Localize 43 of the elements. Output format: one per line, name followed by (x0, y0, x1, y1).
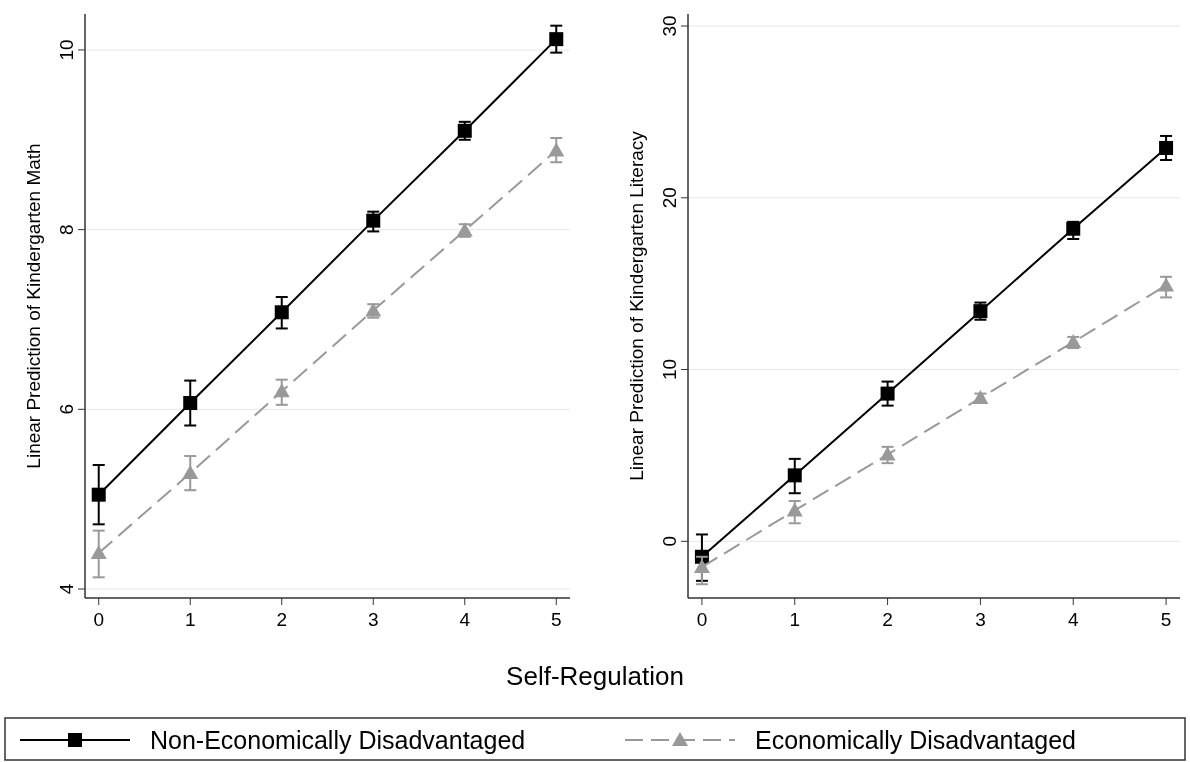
x-tick-label: 0 (93, 609, 105, 630)
y-tick-label: 20 (659, 187, 680, 209)
x-axis-title: Self-Regulation (506, 661, 684, 691)
point (786, 502, 803, 517)
point (1066, 221, 1081, 236)
x-tick-label: 2 (276, 609, 288, 630)
y-tick-label: 10 (56, 39, 77, 61)
legend-label: Non-Economically Disadvantaged (150, 726, 526, 754)
x-tick-label: 1 (789, 609, 801, 630)
x-tick-label: 4 (459, 609, 471, 630)
y-tick-label: 4 (56, 583, 77, 595)
point (880, 386, 895, 401)
y-axis-title: Linear Prediction of Kindergarten Literacy (626, 130, 647, 481)
x-tick-label: 1 (184, 609, 196, 630)
point (549, 32, 564, 47)
x-tick-label: 3 (367, 609, 379, 630)
point (787, 468, 802, 483)
legend-label: Economically Disadvantaged (755, 726, 1077, 754)
y-tick-label: 30 (659, 15, 680, 37)
point (90, 545, 107, 560)
x-tick-label: 0 (696, 609, 708, 630)
x-tick-label: 5 (1160, 609, 1172, 630)
point (274, 305, 289, 320)
point (548, 142, 565, 157)
y-tick-label: 6 (56, 404, 77, 415)
point (273, 383, 290, 398)
y-axis-title: Linear Prediction of Kindergarten Math (23, 143, 44, 469)
point (1158, 277, 1175, 292)
point (693, 559, 710, 574)
x-tick-label: 5 (550, 609, 562, 630)
point (183, 396, 198, 411)
point (366, 213, 381, 228)
point (879, 446, 896, 461)
point (182, 465, 199, 480)
x-tick-label: 4 (1067, 609, 1079, 630)
point (972, 389, 989, 404)
point (91, 487, 106, 502)
y-tick-label: 10 (659, 358, 680, 381)
y-tick-label: 8 (56, 224, 77, 235)
point (1159, 140, 1174, 155)
x-tick-label: 2 (882, 609, 893, 630)
y-tick-label: 0 (659, 536, 680, 547)
x-tick-label: 3 (975, 609, 986, 630)
